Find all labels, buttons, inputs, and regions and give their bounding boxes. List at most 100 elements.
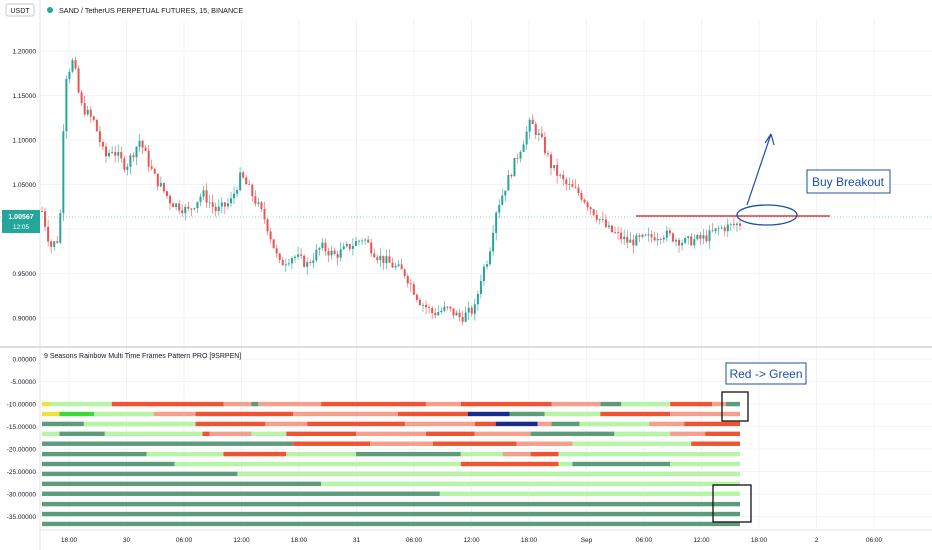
candle-down <box>74 60 77 69</box>
red-green-label[interactable]: Red -> Green <box>725 362 807 385</box>
indicator-title[interactable]: 9 Seasons Rainbow Multi Time Frames Patt… <box>44 353 241 360</box>
band-segment <box>42 481 322 487</box>
candle-up <box>86 109 89 115</box>
band-segment <box>558 451 740 457</box>
band-segment <box>195 411 294 417</box>
band-segment <box>460 451 503 457</box>
candle-up <box>330 250 333 256</box>
band-segment <box>600 411 671 417</box>
candle-up <box>321 242 324 249</box>
band-segment <box>293 441 371 446</box>
time-tick-label: 06:00 <box>406 537 423 544</box>
candle-down <box>303 255 306 267</box>
candle-up <box>607 225 610 227</box>
candle-down <box>534 124 537 135</box>
indicator-axis[interactable]: 0.00000 -5.00000 -10.00000 -15.00000 -20.000… <box>7 357 37 522</box>
candle-up <box>306 262 309 267</box>
candle-up <box>202 190 205 197</box>
highlight-box-bottom[interactable] <box>712 484 752 523</box>
band-segment <box>356 431 426 437</box>
candle-up <box>717 228 720 230</box>
candle-up <box>720 227 723 229</box>
candle-up <box>71 60 74 72</box>
band-segment <box>579 421 650 427</box>
candle-down <box>254 196 257 204</box>
candle-up <box>681 242 684 246</box>
band-segment <box>195 421 266 427</box>
band-segment <box>712 401 727 407</box>
candle-down <box>242 172 245 178</box>
time-axis[interactable]: 18:00 30 06:00 12:00 18:00 31 06:00 12:00 18:00 S… <box>61 537 883 544</box>
band-segment <box>104 431 203 437</box>
band-segment <box>572 461 671 467</box>
candle-down <box>263 209 266 220</box>
time-tick-label: 12:00 <box>233 537 250 544</box>
candle-up <box>357 240 360 242</box>
band-segment <box>59 431 105 437</box>
candle-down <box>89 109 92 117</box>
candle-up <box>440 310 443 313</box>
candle-down <box>428 307 431 309</box>
candle-up <box>455 312 458 316</box>
band-segment <box>42 411 60 417</box>
candle-up <box>693 239 696 246</box>
candle-down <box>95 119 98 132</box>
band-segment <box>467 411 510 417</box>
band-segment <box>670 431 706 437</box>
time-tick-label: 12:00 <box>693 537 710 544</box>
candle-down <box>205 190 208 203</box>
grid-lines <box>40 20 932 528</box>
candle-down <box>638 235 641 237</box>
band-segment <box>209 431 252 437</box>
candle-down <box>44 211 47 227</box>
band-segment <box>42 421 84 427</box>
symbol-title[interactable]: SAND / TetherUS PERPETUAL FUTURES, 15, B… <box>59 6 243 15</box>
indicator-tick-label: -30.00000 <box>7 492 37 499</box>
band-segment <box>223 401 252 407</box>
breakout-ellipse[interactable] <box>736 204 798 226</box>
candle-up <box>735 223 738 226</box>
candle-up <box>486 264 489 267</box>
candle-down <box>336 254 339 258</box>
candle-down <box>156 173 159 187</box>
candle-down <box>510 174 513 177</box>
candle-down <box>604 219 607 227</box>
candle-down <box>214 206 217 212</box>
candle-down <box>388 256 391 263</box>
candle-down <box>434 313 437 316</box>
candle-up <box>394 265 397 268</box>
candle-down <box>653 237 656 241</box>
price-badge-value: 1.00567 <box>8 214 33 221</box>
band-segment <box>530 451 559 457</box>
breakout-arrow[interactable] <box>746 133 772 206</box>
time-tick-label: 12:00 <box>463 537 480 544</box>
candle-up <box>184 206 187 214</box>
band-segment <box>691 441 740 446</box>
indicator-tick-label: -5.00000 <box>10 379 36 386</box>
band-segment <box>516 441 573 446</box>
band-segment <box>397 411 468 417</box>
candle-down <box>333 250 336 255</box>
candle-up <box>665 230 668 238</box>
price-axis[interactable]: 0.900000.950001.000001.050001.100001.150… <box>13 49 37 323</box>
highlight-box-top[interactable] <box>721 391 749 422</box>
candle-down <box>327 251 330 256</box>
time-tick-label: 18:00 <box>751 537 768 544</box>
candle-up <box>647 234 650 236</box>
band-segment <box>558 461 573 467</box>
candle-up <box>708 230 711 242</box>
candle-up <box>519 151 522 159</box>
candle-up <box>422 304 425 306</box>
buy-breakout-label[interactable]: Buy Breakout <box>806 169 891 194</box>
candle-up <box>729 223 732 225</box>
candle-down <box>275 248 278 254</box>
band-segment <box>537 421 552 427</box>
candle-down <box>278 253 281 260</box>
currency-button[interactable]: USDT <box>5 3 35 17</box>
candle-up <box>135 146 138 158</box>
candle-up <box>62 131 65 214</box>
candle-down <box>144 147 147 151</box>
price-badge[interactable]: 1.00567 12:05 <box>2 210 40 233</box>
band-segment <box>202 431 210 437</box>
candle-down <box>617 232 620 234</box>
